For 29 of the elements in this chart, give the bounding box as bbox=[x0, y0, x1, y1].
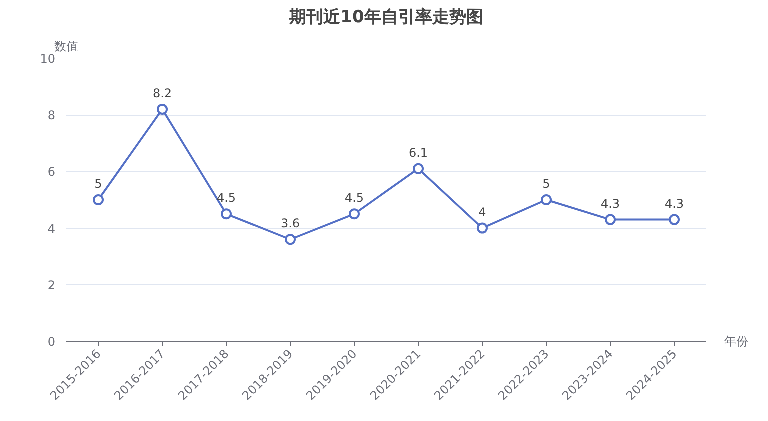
data-label: 5 bbox=[542, 177, 550, 191]
y-tick-label: 4 bbox=[48, 222, 56, 236]
x-axis-title: 年份 bbox=[724, 334, 748, 348]
data-label: 4.5 bbox=[216, 191, 236, 206]
data-label: 6.1 bbox=[408, 146, 428, 160]
point bbox=[93, 194, 104, 206]
point bbox=[541, 194, 552, 206]
point bbox=[605, 214, 616, 226]
data-label: 8.2 bbox=[152, 86, 172, 100]
data-label: 3.6 bbox=[280, 216, 300, 231]
point bbox=[477, 222, 488, 234]
y-tick-label: 6 bbox=[48, 165, 56, 180]
data-label: 5 bbox=[94, 177, 102, 191]
y-axis-title: 数值 bbox=[54, 40, 78, 54]
data-label: 4.3 bbox=[664, 196, 684, 211]
y-tick-label: 2 bbox=[48, 278, 56, 292]
y-tick-label: 0 bbox=[48, 335, 56, 349]
y-tick-label: 10 bbox=[40, 52, 56, 66]
point bbox=[157, 104, 168, 115]
data-label: 4.3 bbox=[600, 196, 620, 211]
data-label: 4 bbox=[478, 205, 486, 220]
data-label: 4.5 bbox=[344, 191, 364, 206]
y-tick-label: 8 bbox=[48, 108, 56, 123]
point bbox=[413, 163, 424, 174]
point bbox=[669, 214, 680, 226]
chart-title: 期刊近10年自引率走势图 bbox=[288, 8, 484, 28]
point bbox=[349, 208, 360, 220]
point bbox=[285, 234, 296, 246]
point bbox=[221, 208, 232, 220]
